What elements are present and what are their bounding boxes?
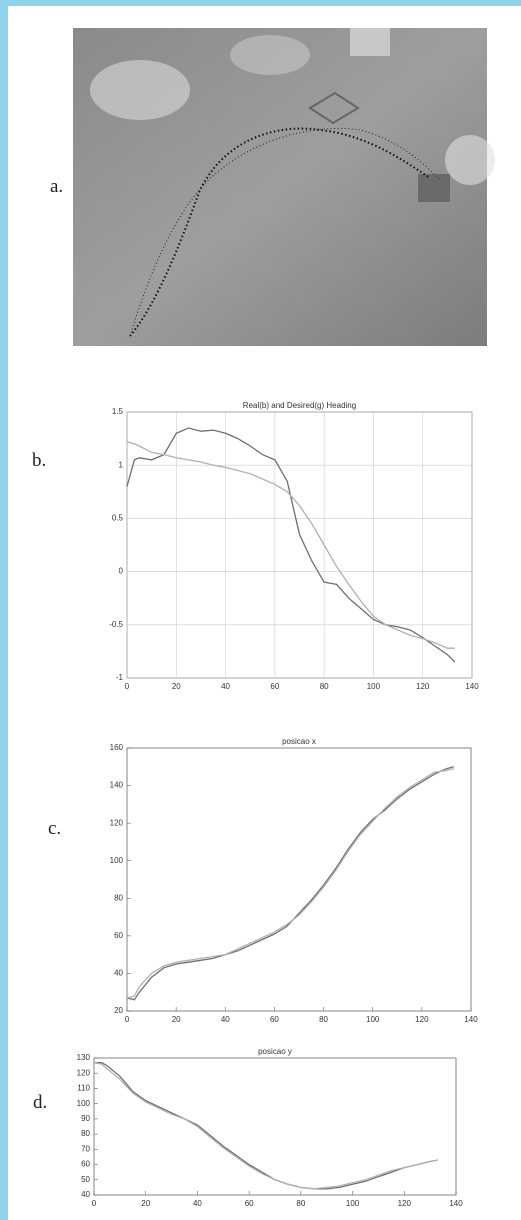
data-line [126, 766, 454, 1001]
chart-title: Real(b) and Desired(g) Heading [243, 401, 356, 410]
y-tick-label: 40 [81, 1190, 90, 1199]
chart-title: posicao x [282, 737, 316, 746]
x-tick-label: 40 [221, 1015, 230, 1024]
left-border [0, 0, 8, 1220]
y-tick-label: 90 [81, 1114, 90, 1123]
x-tick-label: 80 [319, 1015, 328, 1024]
x-tick-label: 0 [92, 1199, 97, 1208]
x-tick-label: 0 [125, 682, 130, 691]
y-tick-label: 80 [114, 893, 123, 902]
y-tick-label: 60 [81, 1160, 90, 1169]
chart-title: posicao y [258, 1047, 292, 1056]
top-border [0, 0, 521, 6]
y-tick-label: 60 [114, 931, 123, 940]
x-tick-label: 120 [415, 1015, 429, 1024]
panel-label: d. [33, 1092, 47, 1113]
x-tick-label: 60 [270, 1015, 279, 1024]
plot-area [126, 747, 472, 1012]
plot-area [93, 1057, 457, 1196]
y-tick-label: 80 [81, 1129, 90, 1138]
y-tick-label: 0 [119, 567, 124, 576]
x-tick-label: 40 [193, 1199, 202, 1208]
y-tick-label: 120 [110, 818, 124, 827]
x-tick-label: 100 [366, 1015, 380, 1024]
x-tick-label: 20 [172, 1015, 181, 1024]
y-tick-label: 1.5 [112, 407, 124, 416]
x-tick-label: 60 [245, 1199, 254, 1208]
y-tick-label: 120 [77, 1068, 91, 1077]
photo [73, 28, 495, 346]
y-tick-label: 0.5 [112, 514, 124, 523]
desired-trajectory [129, 127, 441, 337]
y-tick-label: -1 [116, 673, 124, 682]
light-reflection [90, 60, 190, 120]
x-tick-label: 140 [464, 1015, 478, 1024]
x-tick-label: 140 [465, 682, 479, 691]
light-reflection [445, 135, 495, 185]
y-tick-label: 140 [110, 781, 124, 790]
y-tick-label: 50 [81, 1175, 90, 1184]
y-tick-label: 110 [77, 1084, 90, 1093]
panel-label: c. [48, 818, 61, 839]
y-tick-label: 100 [110, 856, 124, 865]
x-tick-label: 80 [296, 1199, 305, 1208]
light-reflection [230, 35, 310, 75]
data-line [94, 1061, 439, 1190]
panel-label: b. [32, 450, 46, 471]
x-tick-label: 120 [398, 1199, 412, 1208]
real-trajectory [129, 127, 431, 337]
robot [418, 174, 450, 202]
y-tick-label: 100 [77, 1099, 91, 1108]
data-line [126, 441, 455, 649]
y-tick-label: -0.5 [109, 620, 123, 629]
y-tick-label: 70 [81, 1144, 90, 1153]
x-tick-label: 20 [172, 682, 181, 691]
data-line [126, 427, 456, 663]
x-tick-label: 20 [141, 1199, 150, 1208]
x-tick-label: 0 [125, 1015, 130, 1024]
y-tick-label: 40 [114, 969, 123, 978]
y-tick-label: 130 [77, 1053, 91, 1062]
y-tick-label: 1 [119, 460, 124, 469]
floor-marker [308, 91, 360, 125]
x-tick-label: 40 [221, 682, 230, 691]
x-tick-label: 60 [270, 682, 279, 691]
y-tick-label: 160 [110, 743, 124, 752]
x-tick-label: 80 [320, 682, 329, 691]
panel-label: a. [50, 176, 63, 197]
x-tick-label: 100 [346, 1199, 360, 1208]
background-object [350, 28, 390, 56]
data-line [93, 1061, 439, 1190]
x-tick-label: 140 [449, 1199, 463, 1208]
y-tick-label: 20 [114, 1006, 123, 1015]
x-tick-label: 100 [367, 682, 381, 691]
x-tick-label: 120 [416, 682, 430, 691]
data-line [126, 768, 454, 999]
